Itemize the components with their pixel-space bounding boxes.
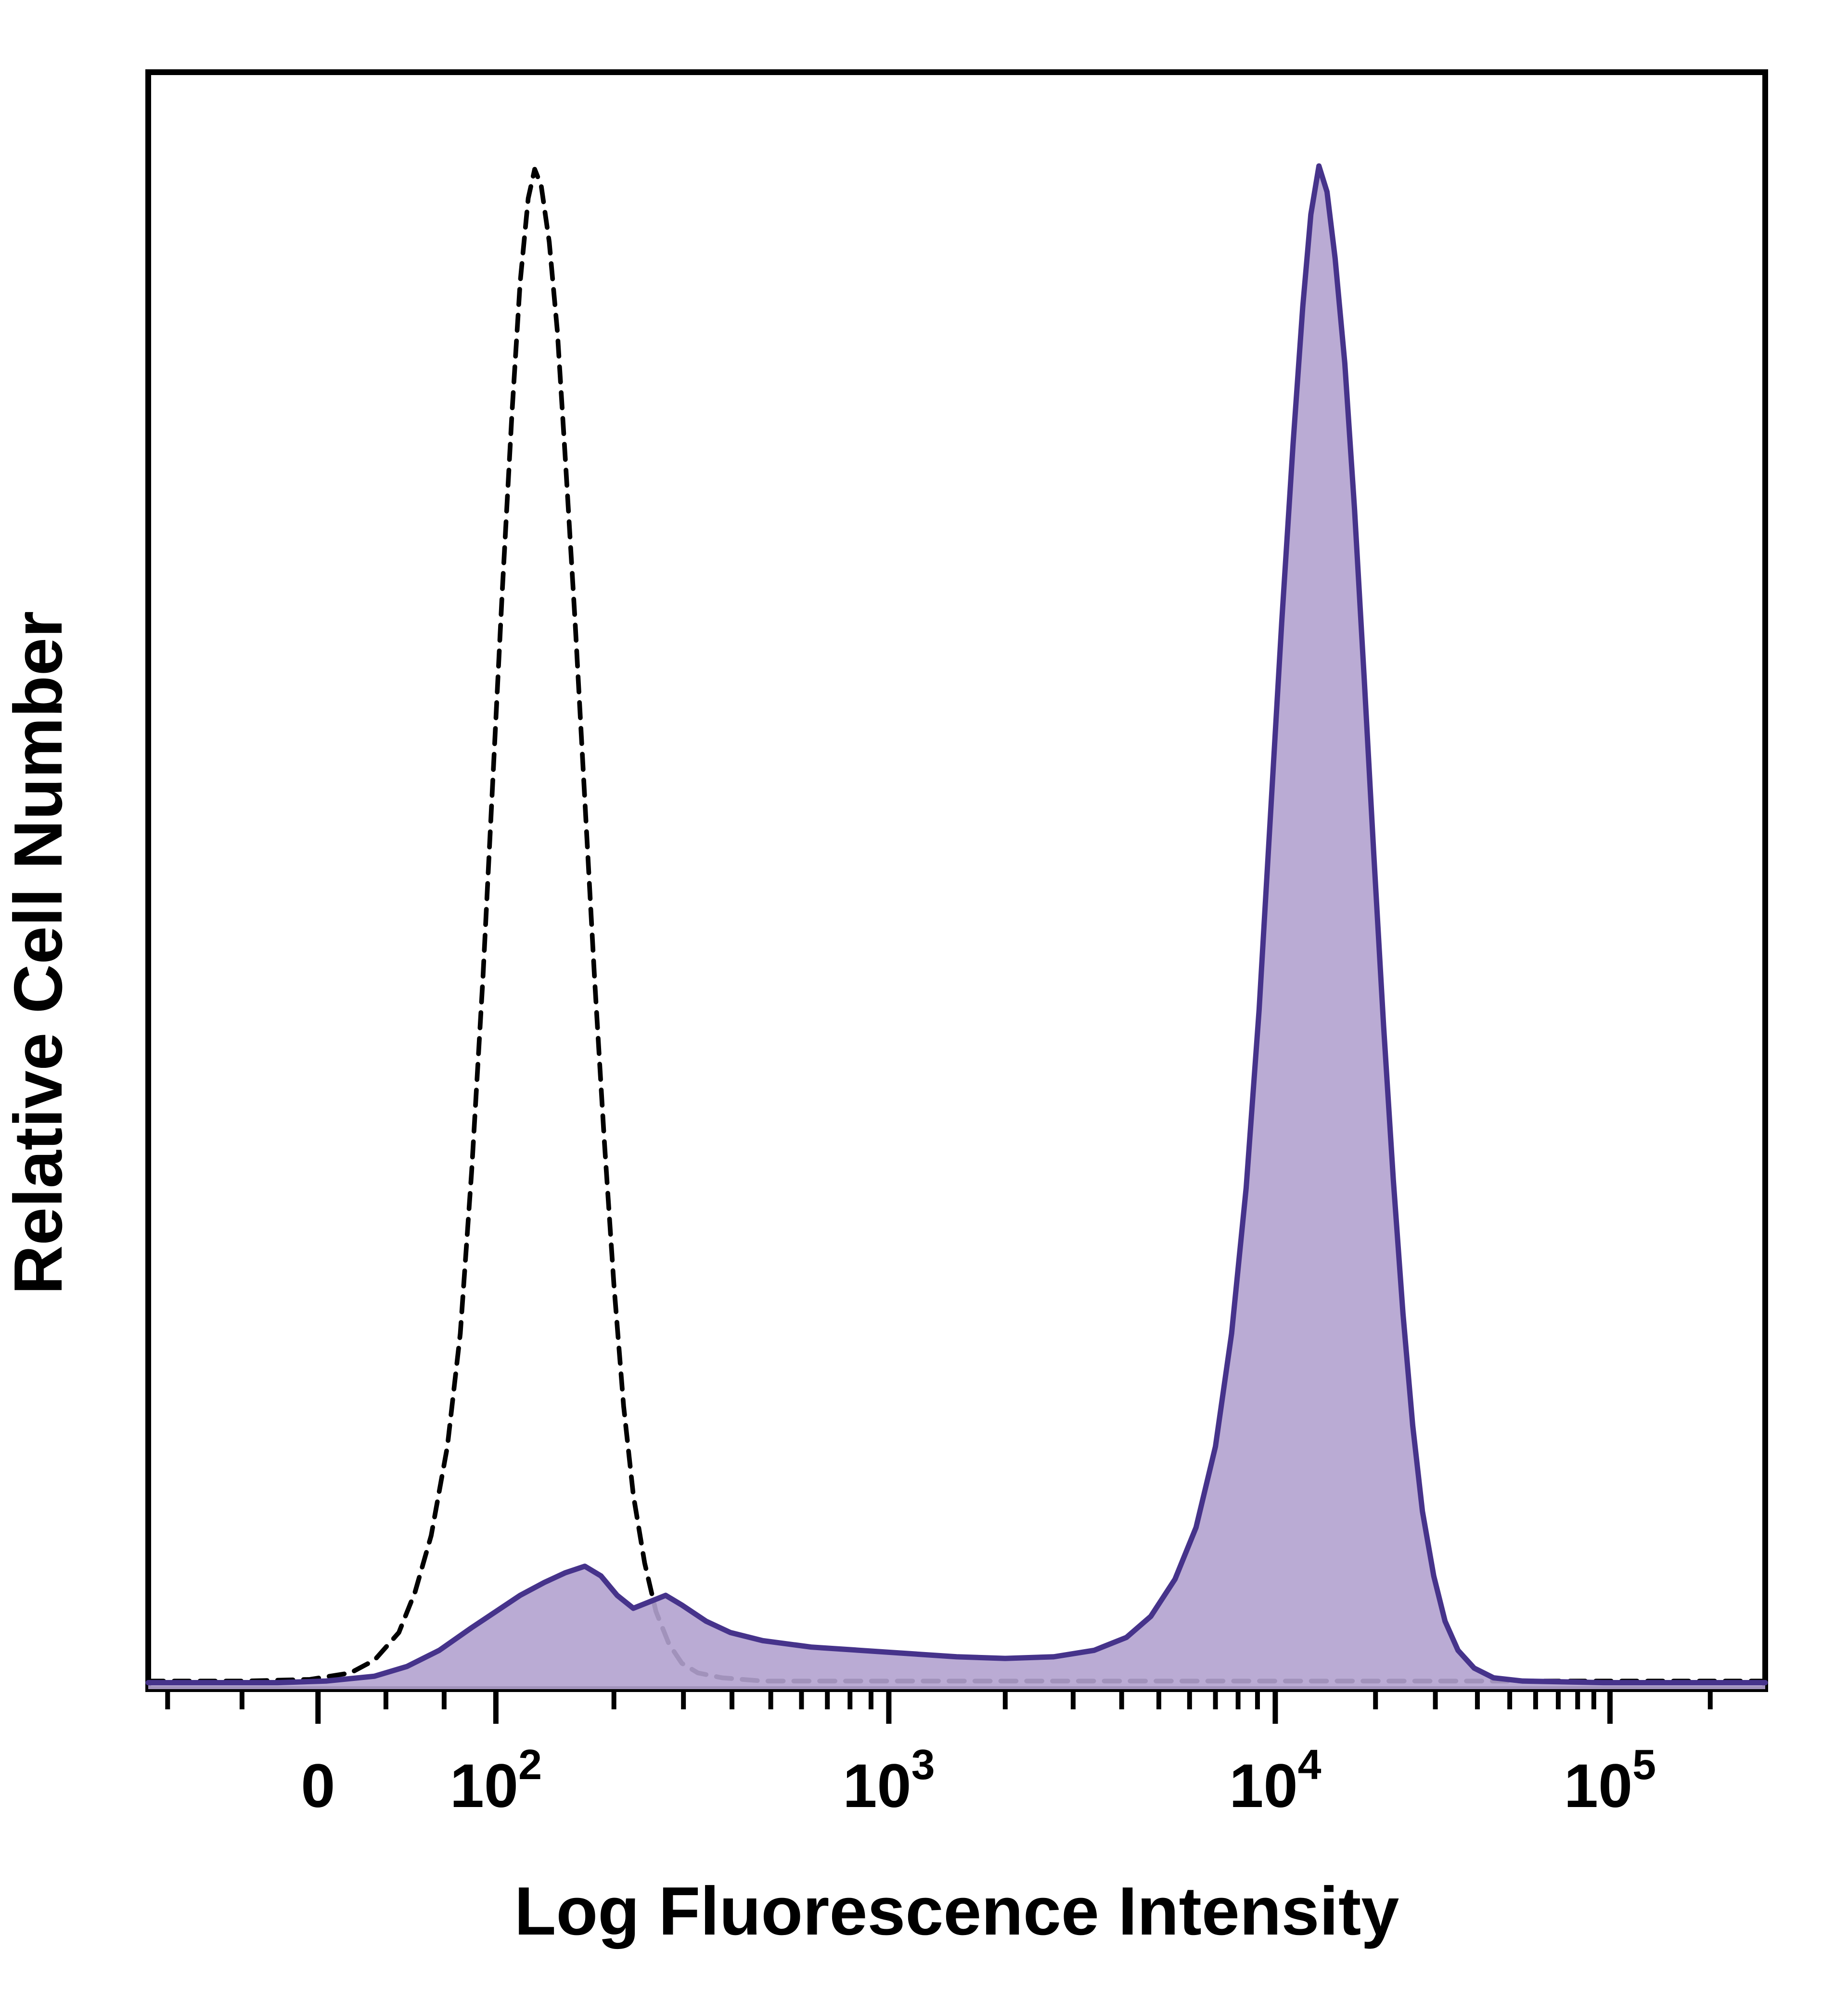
filled_purple_histogram-line bbox=[145, 163, 1768, 1686]
curves-layer bbox=[145, 163, 1768, 1690]
x-axis-title: Log Fluorescence Intensity bbox=[514, 1873, 1399, 1949]
x-tick-label: 105 bbox=[1564, 1741, 1656, 1821]
filled_purple_histogram-fill bbox=[148, 166, 1766, 1690]
x-axis-tick-labels: 0 102 103 104 105 bbox=[301, 1741, 1656, 1821]
x-tick-label: 104 bbox=[1229, 1741, 1321, 1821]
x-tick-label: 0 bbox=[301, 1752, 335, 1821]
x-tick-label: 102 bbox=[450, 1741, 542, 1821]
plot-border bbox=[145, 69, 1768, 1692]
x-axis-ticks bbox=[165, 1692, 1713, 1724]
x-tick-label: 103 bbox=[843, 1741, 935, 1821]
y-axis-title: Relative Cell Number bbox=[0, 611, 77, 1295]
